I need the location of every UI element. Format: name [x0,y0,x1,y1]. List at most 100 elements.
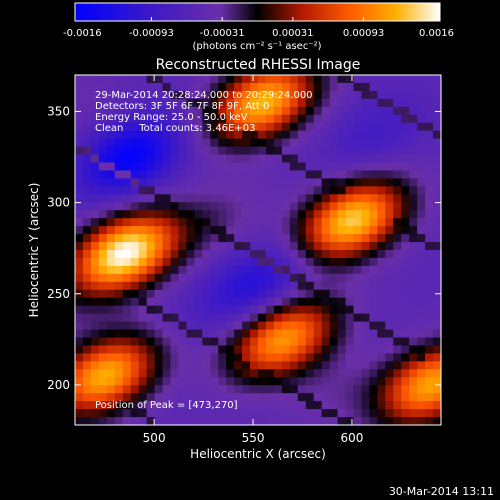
heatmap-cell [122,242,132,251]
heatmap-cell [234,90,243,100]
heatmap-cell [425,385,434,394]
heatmap-cell [146,401,155,410]
heatmap-cell [114,154,124,163]
heatmap-cell [265,82,275,92]
heatmap-cell [337,234,346,243]
heatmap-cell [138,305,148,315]
heatmap-cell [329,242,338,251]
heatmap-cell [401,210,410,219]
heatmap-cell [258,242,267,251]
heatmap-cell [393,361,402,370]
heatmap-cell [122,345,132,354]
heatmap-cell [250,98,259,108]
heatmap-cell [178,138,187,147]
heatmap-cell [417,329,426,338]
heatmap-cell [170,361,179,370]
heatmap-cell [258,226,267,235]
heatmap-cell [202,122,211,132]
heatmap-cell [345,250,354,259]
heatmap-cell [265,90,275,100]
heatmap-cell [385,250,394,259]
heatmap-cell [258,138,267,147]
x-tick-label: 550 [242,431,265,445]
heatmap-cell [433,75,442,84]
heatmap-cell [409,353,418,362]
x-axis-label: Heliocentric X (arcsec) [190,447,326,461]
heatmap-cell [226,122,235,132]
heatmap-cell [258,305,267,315]
heatmap-cell [202,265,211,275]
heatmap-cell [162,178,171,187]
heatmap-cell [377,393,386,402]
heatmap-cell [106,82,116,92]
heatmap-cell [186,353,195,362]
heatmap-cell [154,297,163,307]
heatmap-cell [170,146,179,155]
heatmap-cell [393,202,402,211]
heatmap-cell [297,393,307,402]
heatmap-cell [194,281,203,291]
heatmap-cell [321,313,331,322]
heatmap-cell [178,178,187,187]
heatmap-cell [393,401,402,410]
heatmap-cell [178,250,187,259]
heatmap-cell [146,417,155,426]
heatmap-cell [433,210,442,219]
heatmap-cell [146,234,155,243]
y-tick-label: 300 [47,196,70,210]
heatmap-cell [186,273,195,283]
heatmap-cell [329,305,338,315]
heatmap-cell [425,337,434,346]
heatmap-cell [130,146,140,155]
heatmap-cell [353,122,362,132]
heatmap-cell [234,265,243,275]
heatmap-cell [321,114,331,124]
heatmap-cell [297,345,307,354]
heatmap-cell [337,154,346,163]
heatmap-cell [289,281,299,291]
heatmap-cell [377,369,386,378]
heatmap-cell [393,321,402,330]
heatmap-cell [258,218,267,227]
heatmap-cell [345,242,354,251]
heatmap-cell [250,130,259,140]
heatmap-cell [353,98,362,108]
heatmap-cell [122,401,132,410]
heatmap-cell [273,154,283,163]
heatmap-cell [393,138,402,147]
heatmap-cell [425,273,434,283]
heatmap-cell [273,345,283,354]
heatmap-cell [385,194,394,203]
heatmap-cell [234,393,243,402]
heatmap-cell [226,186,235,195]
heatmap-cell [82,281,92,291]
heatmap-cell [321,98,331,108]
heatmap-cell [353,329,362,338]
heatmap-cell [138,329,148,338]
heatmap-cell [353,82,362,92]
heatmap-cell [170,130,179,140]
heatmap-cell [218,353,227,362]
heatmap-cell [258,329,267,338]
heatmap-cell [305,305,315,315]
heatmap-cell [409,393,418,402]
heatmap-cell [305,242,315,251]
heatmap-cell [297,385,307,394]
heatmap-cell [226,242,235,251]
heatmap-cell [75,353,84,362]
heatmap-cell [401,369,410,378]
heatmap-cell [106,297,116,307]
heatmap-cell [146,377,155,386]
heatmap-cell [353,138,362,147]
heatmap-cell [385,154,394,163]
heatmap-cell [186,218,195,227]
heatmap-cell [210,106,219,116]
heatmap-cell [178,345,187,354]
heatmap-cell [425,305,434,315]
heatmap-cell [122,393,132,402]
heatmap-cell [258,130,267,140]
heatmap-cell [345,82,354,92]
heatmap-cell [353,345,362,354]
heatmap-cell [377,210,386,219]
heatmap-cell [417,178,426,187]
